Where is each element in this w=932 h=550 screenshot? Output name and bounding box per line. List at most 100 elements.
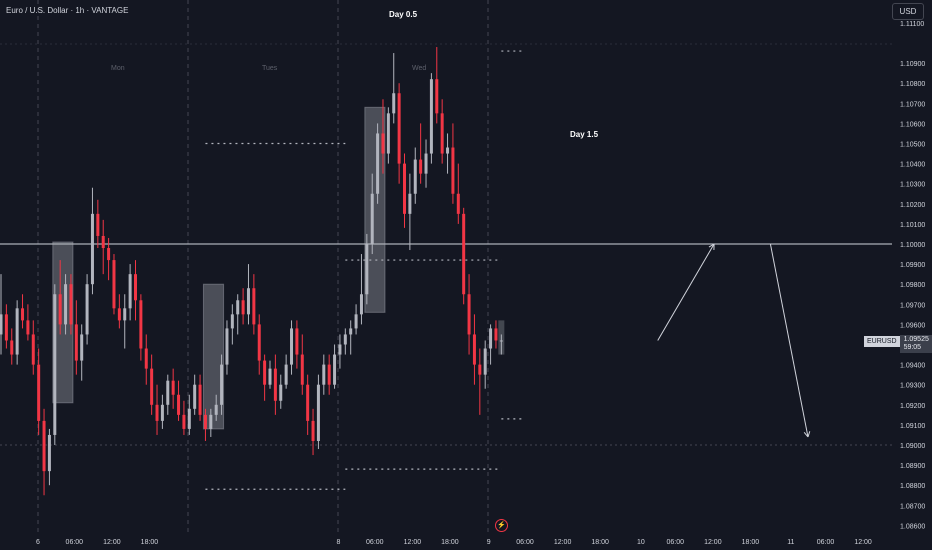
- candle-2: [10, 340, 14, 355]
- candle-0: [0, 314, 3, 335]
- x-tick-3: 18:00: [141, 539, 159, 546]
- y-tick-2: 1.10800: [900, 81, 925, 88]
- candle-19: [101, 235, 105, 249]
- candle-12: [64, 284, 68, 325]
- candle-64: [343, 334, 347, 345]
- candle-46: [246, 288, 250, 315]
- candle-39: [209, 414, 213, 429]
- candle-37: [198, 384, 202, 415]
- y-tick-20: 1.08900: [900, 463, 925, 470]
- y-tick-23: 1.08600: [900, 523, 925, 530]
- y-tick-13: 1.09700: [900, 302, 925, 309]
- price-tag-symbol: EURUSD: [864, 336, 900, 347]
- candle-81: [435, 79, 439, 114]
- projection-arrow-up-head-0: [708, 243, 715, 248]
- y-tick-19: 1.09000: [900, 443, 925, 450]
- candle-28: [150, 368, 154, 405]
- lightning-replay-icon[interactable]: ⚡: [495, 519, 508, 532]
- candle-77: [413, 159, 417, 194]
- candle-25: [134, 274, 137, 301]
- price-tag-price: 1.09525: [903, 336, 929, 343]
- candle-86: [462, 213, 466, 295]
- symbol-title: Euro / U.S. Dollar · 1h · VANTAGE: [6, 6, 129, 15]
- candle-10: [53, 294, 57, 435]
- candle-66: [354, 314, 358, 329]
- y-tick-1: 1.10900: [900, 61, 925, 68]
- candle-9: [47, 434, 51, 472]
- candle-67: [359, 294, 363, 315]
- candle-68: [365, 244, 369, 295]
- annotation-day-0-5: Day 0.5: [389, 10, 418, 19]
- candle-80: [429, 79, 433, 154]
- projection-arrow-down-head-0: [807, 431, 811, 438]
- y-tick-4: 1.10600: [900, 121, 925, 128]
- candle-41: [220, 364, 224, 405]
- x-tick-7: 18:00: [441, 539, 459, 546]
- candle-82: [440, 113, 444, 154]
- candle-89: [478, 364, 482, 375]
- candle-30: [160, 404, 164, 421]
- highlight-box-2: [364, 106, 386, 313]
- currency-button[interactable]: USD: [892, 3, 924, 20]
- candle-44: [236, 300, 240, 315]
- candle-76: [408, 193, 412, 214]
- candle-40: [214, 404, 218, 415]
- x-tick-2: 12:00: [103, 539, 121, 546]
- candle-1: [4, 314, 8, 341]
- x-tick-9: 06:00: [516, 539, 534, 546]
- x-tick-11: 18:00: [591, 539, 609, 546]
- y-tick-10: 1.10000: [900, 242, 925, 249]
- x-tick-16: 11: [787, 539, 794, 546]
- candle-54: [290, 328, 294, 365]
- candle-4: [21, 308, 25, 321]
- candle-84: [451, 147, 455, 194]
- candle-85: [456, 193, 460, 214]
- candle-11: [58, 294, 62, 325]
- y-tick-17: 1.09200: [900, 403, 925, 410]
- candle-52: [279, 384, 283, 401]
- candle-69: [370, 193, 374, 244]
- candle-13: [69, 284, 73, 325]
- candle-50: [268, 368, 272, 385]
- candle-55: [295, 328, 299, 355]
- candle-51: [273, 368, 277, 401]
- candle-70: [376, 133, 380, 194]
- x-tick-5: 06:00: [366, 539, 384, 546]
- candle-62: [333, 354, 337, 385]
- y-tick-0: 1.11100: [900, 21, 924, 28]
- candle-15: [80, 334, 84, 361]
- x-tick-14: 12:00: [704, 539, 722, 546]
- x-tick-12: 10: [637, 539, 645, 546]
- candle-73: [392, 93, 396, 114]
- x-tick-6: 12:00: [404, 539, 422, 546]
- candle-31: [166, 380, 170, 405]
- price-tag-box: 1.09525 59:05: [899, 335, 932, 353]
- day-label-wed: Wed: [412, 65, 427, 72]
- current-price-tag: EURUSD 1.09525 59:05: [864, 335, 932, 353]
- candle-57: [306, 384, 310, 421]
- y-tick-7: 1.10300: [900, 182, 925, 189]
- candle-71: [381, 133, 385, 154]
- candle-42: [225, 328, 229, 365]
- candle-29: [155, 404, 159, 421]
- candle-59: [316, 384, 320, 441]
- candle-63: [338, 344, 342, 355]
- day-label-tues: Tues: [262, 65, 278, 72]
- candle-16: [85, 284, 89, 335]
- y-tick-15: 1.09400: [900, 363, 925, 370]
- x-tick-0: 6: [36, 539, 40, 546]
- x-tick-4: 8: [336, 539, 340, 546]
- y-tick-14: 1.09600: [900, 322, 925, 329]
- candle-38: [203, 414, 207, 429]
- candle-21: [112, 260, 116, 309]
- y-tick-9: 1.10100: [900, 222, 925, 229]
- candle-74: [397, 93, 401, 164]
- x-tick-10: 12:00: [554, 539, 572, 546]
- candle-92: [494, 328, 498, 341]
- candle-93: [499, 340, 503, 342]
- x-tick-13: 06:00: [667, 539, 685, 546]
- candle-6: [31, 334, 35, 365]
- day-label-mon: Mon: [111, 65, 125, 72]
- current-bar-shadow: [498, 320, 505, 355]
